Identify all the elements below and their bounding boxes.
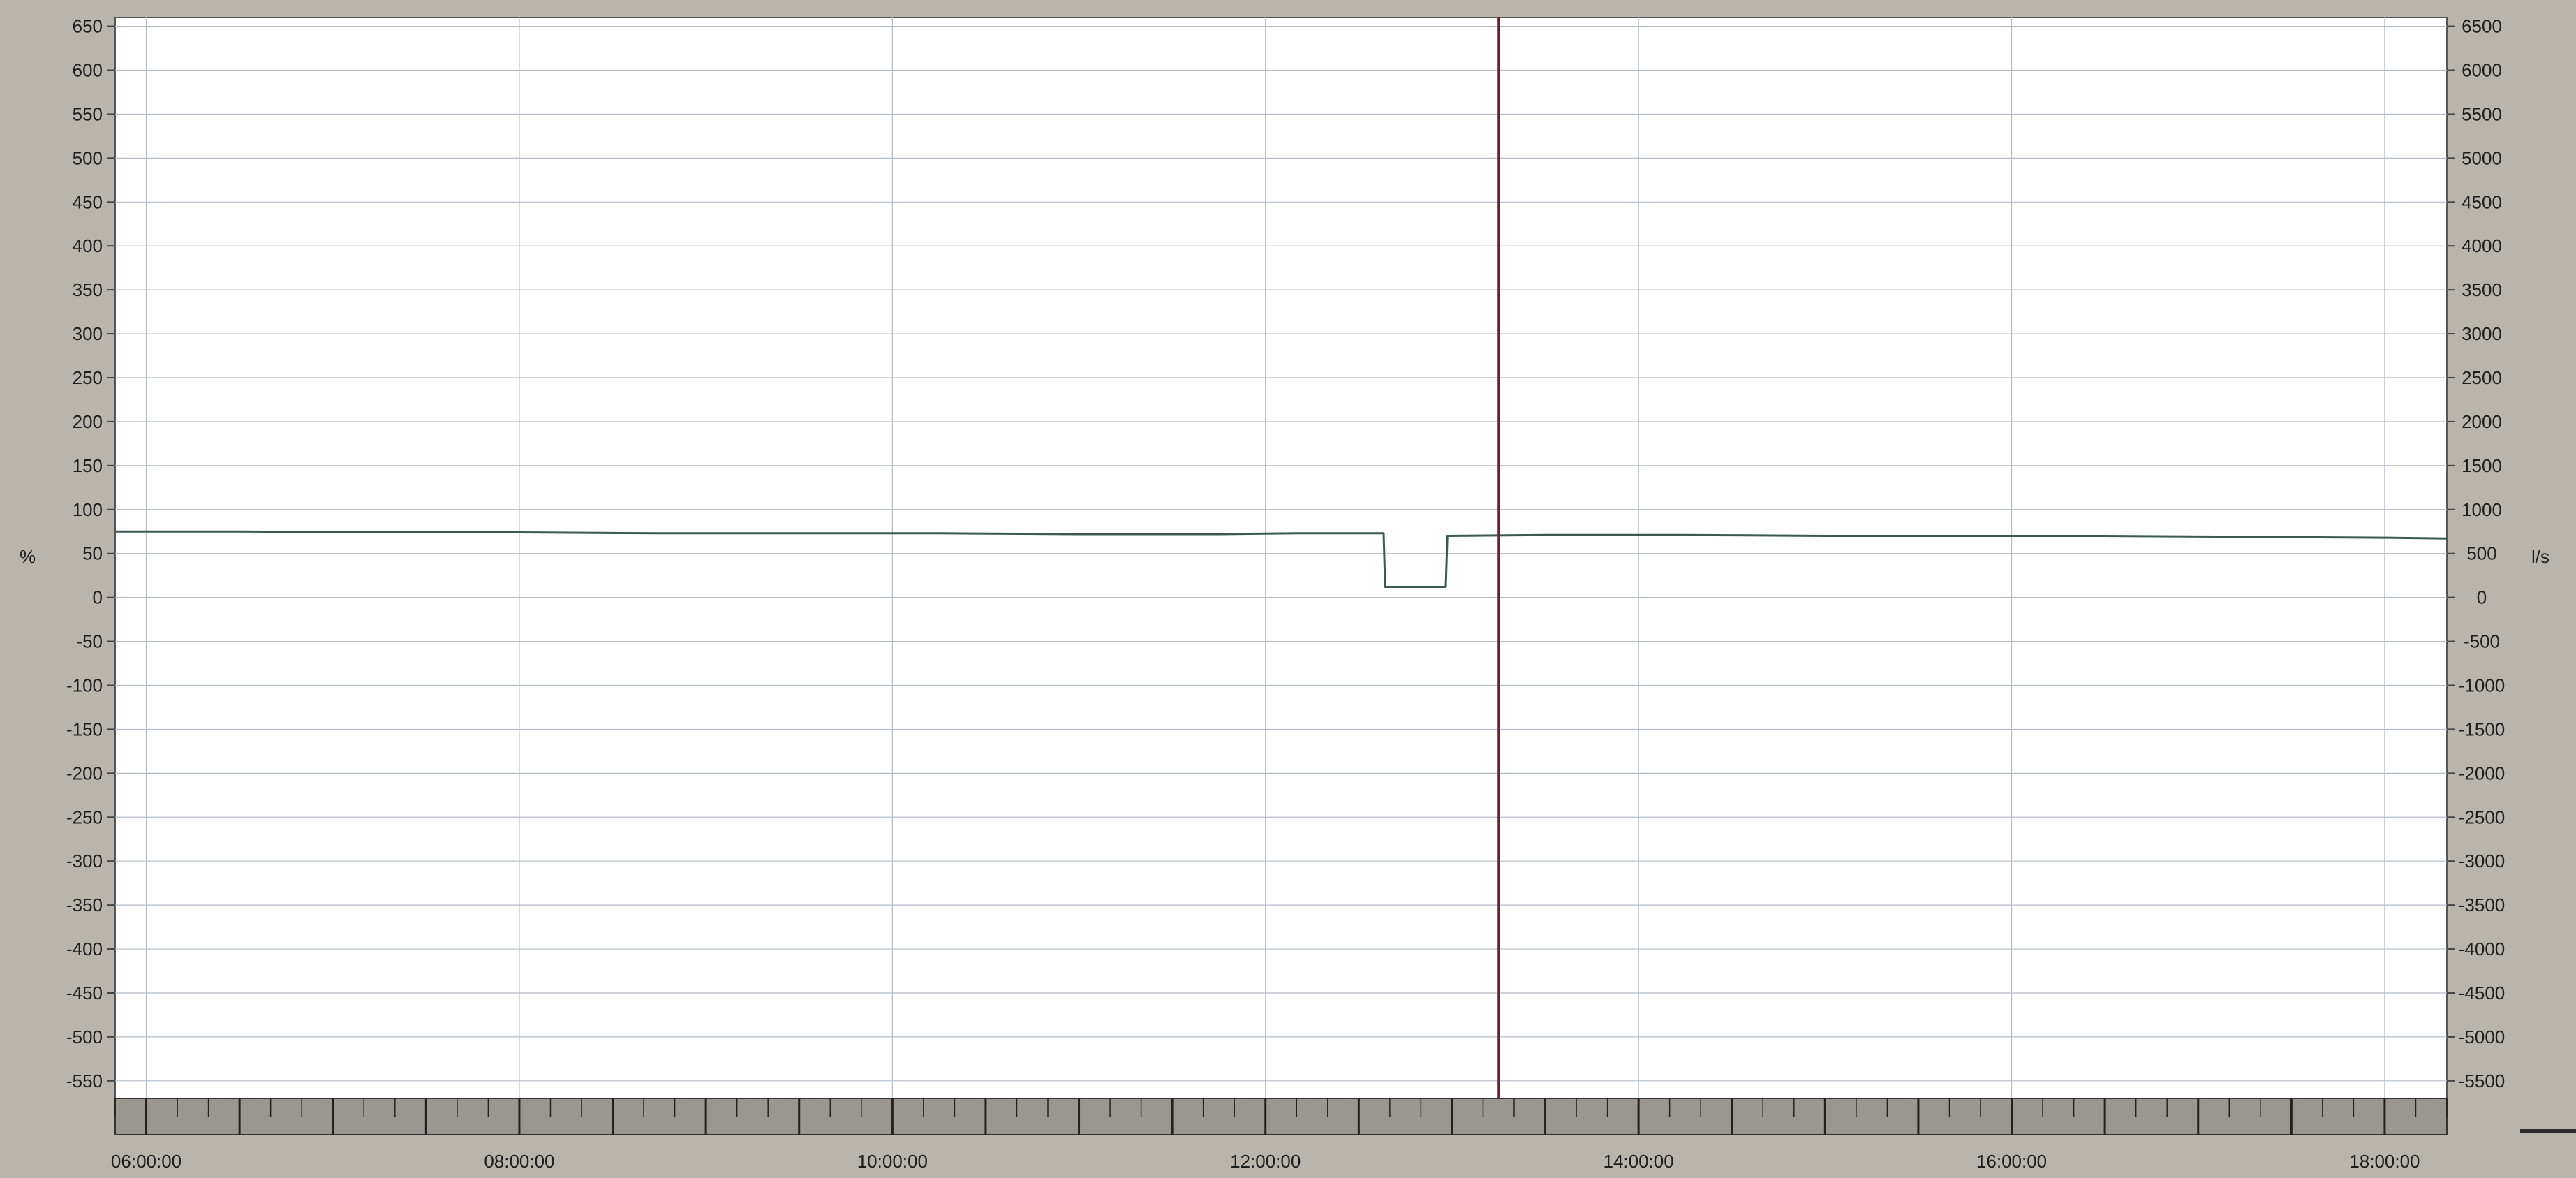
left-tick-label: -150 (66, 719, 103, 739)
x-tick-label: 06:00:00 (111, 1151, 182, 1172)
series-layer (115, 530, 2448, 588)
left-tick-label: 50 (82, 543, 103, 564)
left-tick-label: 400 (73, 235, 103, 256)
right-axis-unit: l/s (2531, 546, 2549, 567)
right-tick-label: 1500 (2462, 455, 2502, 476)
grid (115, 17, 2447, 1098)
right-tick-label: 3000 (2462, 323, 2502, 344)
right-tick-label: 6500 (2462, 16, 2502, 37)
right-tick-label: -4500 (2459, 982, 2505, 1003)
left-tick-label: -300 (66, 851, 103, 871)
scroll-marker[interactable] (2520, 1129, 2576, 1133)
right-tick-label: 2500 (2462, 367, 2502, 388)
right-tick-label: -5000 (2459, 1026, 2505, 1047)
right-tick-label: 4000 (2462, 235, 2502, 256)
right-tick-label: -2000 (2459, 763, 2505, 783)
right-tick-label: 6000 (2462, 60, 2502, 81)
right-tick-label: -3500 (2459, 894, 2505, 915)
left-tick-label: -450 (66, 982, 103, 1003)
right-tick-label: 0 (2477, 587, 2487, 608)
left-tick-label: 600 (73, 60, 103, 81)
right-tick-label: -2500 (2459, 807, 2505, 827)
left-tick-label: 150 (73, 455, 103, 476)
left-tick-label: -50 (76, 631, 103, 652)
right-tick-label: 5000 (2462, 147, 2502, 168)
x-tick-label: 10:00:00 (857, 1151, 928, 1172)
right-tick-label: -1000 (2459, 675, 2505, 695)
left-tick-label: 650 (73, 16, 103, 37)
left-tick-label: -400 (66, 938, 103, 959)
left-tick-label: 300 (73, 323, 103, 344)
x-tick-label: 16:00:00 (1976, 1151, 2047, 1172)
left-tick-label: 550 (73, 103, 103, 124)
left-tick-label: -500 (66, 1026, 103, 1047)
x-tick-label: 12:00:00 (1230, 1151, 1301, 1172)
ruler-bar (114, 1098, 2448, 1135)
left-tick-label: -350 (66, 894, 103, 915)
left-tick-label: -100 (66, 675, 103, 695)
right-tick-label: -4000 (2459, 938, 2505, 959)
left-axis-unit: % (20, 546, 36, 567)
left-tick-label: 250 (73, 367, 103, 388)
left-tick-label: 100 (73, 499, 103, 520)
right-tick-label: 1000 (2462, 499, 2502, 520)
right-tick-label: -1500 (2459, 719, 2505, 739)
right-tick-label: 4500 (2462, 191, 2502, 212)
left-tick-label: -250 (66, 807, 103, 827)
right-tick-label: -5500 (2459, 1070, 2505, 1091)
plot-area (114, 17, 2448, 1099)
left-tick-label: -550 (66, 1070, 103, 1091)
time-ruler[interactable] (114, 1098, 2448, 1135)
left-tick-label: -200 (66, 763, 103, 783)
right-tick-label: 5500 (2462, 103, 2502, 124)
left-axis: 650600550500450400350300250200150100500-… (66, 16, 115, 1091)
x-tick-label: 18:00:00 (2349, 1151, 2420, 1172)
right-tick-label: -500 (2464, 631, 2500, 652)
left-tick-label: 200 (73, 411, 103, 432)
left-tick-label: 350 (73, 279, 103, 300)
right-tick-label: -3000 (2459, 851, 2505, 871)
right-axis: 6500600055005000450040003500300025002000… (2447, 16, 2505, 1091)
x-tick-label: 14:00:00 (1604, 1151, 1674, 1172)
left-tick-label: 450 (73, 191, 103, 212)
right-tick-label: 500 (2466, 543, 2496, 564)
x-axis: 06:00:00 08:00:00 10:00:00 12:00:00 14:00:00… (111, 1151, 2420, 1172)
left-tick-label: 500 (73, 147, 103, 168)
x-tick-label: 08:00:00 (484, 1151, 554, 1172)
right-tick-label: 2000 (2462, 411, 2502, 432)
right-tick-label: 3500 (2462, 279, 2502, 300)
series-line (115, 530, 2448, 588)
left-tick-label: 0 (93, 587, 103, 608)
